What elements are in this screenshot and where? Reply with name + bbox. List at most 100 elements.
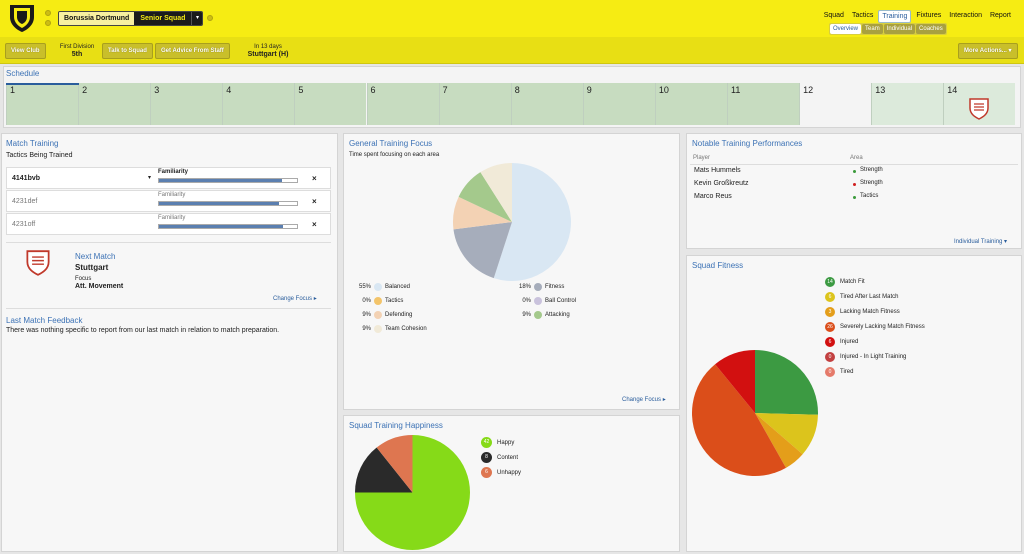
schedule-day-number: 3 [154,85,160,95]
legend-label: Attacking [545,312,570,318]
change-focus-link[interactable]: Change Focus ▸ [622,397,666,403]
schedule-day[interactable]: 9 [582,83,655,125]
schedule-day[interactable]: 13 [871,83,944,125]
remove-tactic-icon[interactable]: × [312,174,317,183]
pie-slice [458,172,512,222]
pie-slice [453,196,512,230]
chevron-down-icon[interactable]: ▾ [191,12,203,25]
nav-tactics[interactable]: Tactics [851,12,874,19]
tactic-name[interactable]: 4231off [12,221,36,228]
legend-item: 55% Balanced [355,283,410,291]
next-match-title: Next Match [75,252,116,261]
pie-slice [692,364,786,477]
schedule-day[interactable]: 10 [654,83,727,125]
club-crest-icon[interactable] [8,3,36,33]
next-match-info[interactable]: In 13 days Stuttgart (H) [240,43,296,59]
pie-slice [755,350,818,415]
legend-pct: 9% [362,312,371,318]
tactic-row[interactable]: 4141bvb ▾ Familiarity × [6,167,331,189]
tab-coaches[interactable]: Coaches [916,24,946,34]
tactic-name[interactable]: 4231def [12,198,38,205]
legend-item: 6 Injured [825,337,858,347]
schedule-day[interactable]: 1 [6,83,79,125]
familiarity-bar [158,178,298,183]
schedule-day[interactable]: 5 [294,83,367,125]
nav-training[interactable]: Training [878,10,912,23]
next-match-opponent[interactable]: Stuttgart (H) [247,51,289,58]
schedule-day[interactable]: 2 [78,83,151,125]
legend-swatch [374,311,382,319]
next-match-team[interactable]: Stuttgart [75,263,109,272]
nav-squad[interactable]: Squad [823,12,844,19]
legend-item: 0 Tired [825,367,853,377]
fitness-pie-chart [692,350,818,477]
legend-badge: 26 [825,322,835,332]
schedule-day[interactable]: 4 [222,83,295,125]
player-name[interactable]: Marco Reus [694,193,732,200]
legend-label: Balanced [385,284,411,290]
performances-title: Notable Training Performances [692,139,803,148]
player-name[interactable]: Mats Hummels [694,167,741,174]
legend-swatch [534,311,542,319]
nav-fixtures[interactable]: Fixtures [916,12,942,19]
club-selector[interactable]: Borussia Dortmund Senior Squad ▾ [58,11,204,26]
pie-slice [453,222,512,279]
player-name[interactable]: Kevin Großkreutz [694,180,749,187]
col-player: Player [693,155,711,161]
opponent-crest-icon[interactable] [26,250,50,276]
schedule-day-number: 4 [226,85,232,95]
nav-dot-icon[interactable] [207,15,213,21]
nav-interaction[interactable]: Interaction [949,12,982,19]
get-advice-button[interactable]: Get Advice From Staff [155,43,230,59]
schedule-day[interactable]: 7 [438,83,511,125]
schedule-day[interactable]: 3 [150,83,223,125]
nav-dot-icon[interactable] [45,10,51,16]
familiarity-label: Familiarity [158,169,189,175]
tab-team[interactable]: Team [862,24,883,34]
area-indicator-icon [853,196,856,199]
more-actions-label: More Actions... [964,48,1007,54]
view-club-button[interactable]: View Club [5,43,46,59]
pie-slice [493,163,571,281]
match-crest-icon[interactable] [969,98,989,120]
remove-tactic-icon[interactable]: × [312,220,317,229]
legend-badge: 3 [825,307,835,317]
change-focus-link[interactable]: Change Focus ▸ [273,296,317,302]
legend-label: Content [497,454,519,461]
more-actions-button[interactable]: More Actions... ▾ [958,43,1018,59]
squad-selector[interactable]: Senior Squad [134,12,192,25]
nav-report[interactable]: Report [989,12,1011,19]
tactic-row[interactable]: 4231def Familiarity × [6,190,331,212]
training-area: Tactics [860,193,879,199]
today-marker [6,83,79,85]
division-position: 5th [71,51,83,58]
club-name[interactable]: Borussia Dortmund [59,12,135,25]
remove-tactic-icon[interactable]: × [312,197,317,206]
talk-to-squad-button[interactable]: Talk to Squad [102,43,153,59]
legend-label: Happy [497,439,515,446]
individual-training-link[interactable]: Individual Training ▾ [954,239,1008,245]
legend-label: Lacking Match Fitness [840,309,900,315]
legend-label: Injured - In Light Training [840,354,907,360]
schedule-day-number: 8 [514,85,520,95]
tactic-name[interactable]: 4141bvb [12,175,41,182]
schedule-day-number: 13 [875,85,886,95]
schedule-day-number: 6 [370,85,376,95]
tactic-row[interactable]: 4231off Familiarity × [6,213,331,235]
schedule-day[interactable]: 8 [510,83,583,125]
fitness-title: Squad Fitness [692,261,744,270]
legend-item: 0% Ball Control [515,297,576,305]
performances-panel [686,133,1022,249]
schedule-day[interactable]: 12 [799,83,872,125]
pie-slice [480,163,512,222]
training-subnav: Overview Team Individual Coaches [829,23,947,35]
tab-overview[interactable]: Overview [830,24,862,34]
nav-dot-icon[interactable] [45,20,51,26]
legend-label: Team Cohesion [385,326,427,332]
tab-individual[interactable]: Individual [883,24,916,34]
general-focus-subtitle: Time spent focusing on each area [349,152,440,158]
pie-slice [715,350,755,413]
schedule-day[interactable]: 11 [727,83,800,125]
chevron-down-icon[interactable]: ▾ [148,175,152,181]
schedule-day[interactable]: 6 [366,83,439,125]
